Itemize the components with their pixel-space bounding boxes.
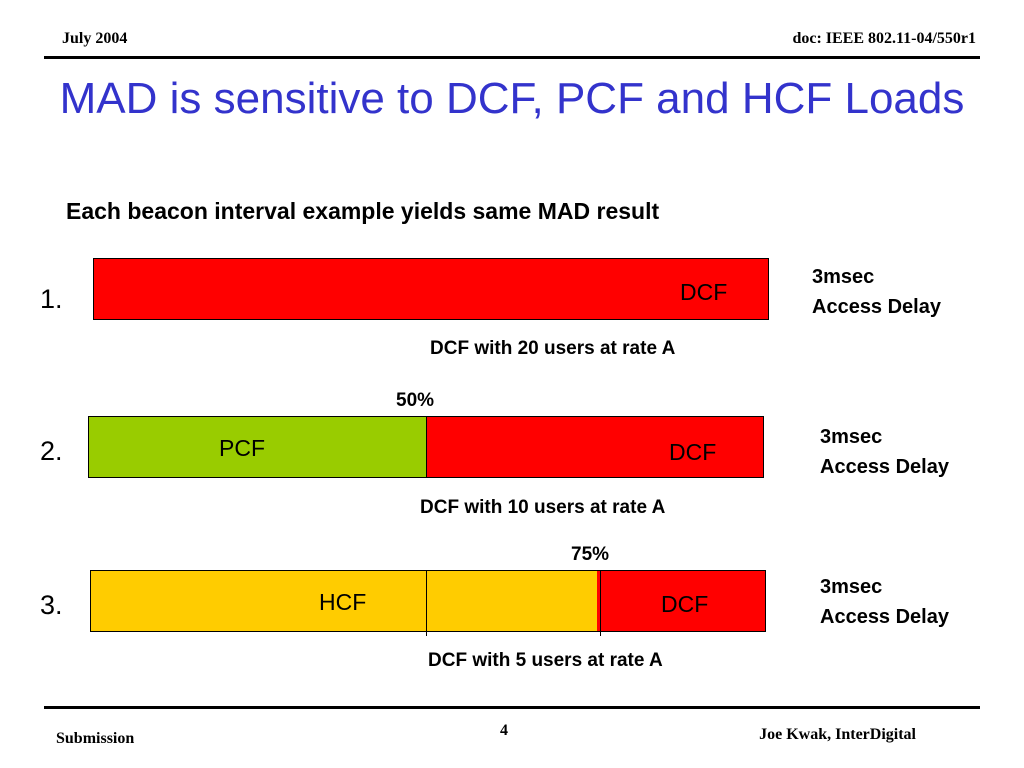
footer-rule	[44, 706, 980, 709]
example-2-delay-label: Access Delay	[820, 456, 949, 478]
example-1-delay-label: Access Delay	[812, 296, 941, 318]
slide-title: MAD is sensitive to DCF, PCF and HCF Loa…	[59, 74, 965, 123]
example-2-delay: 3msec Access Delay	[820, 422, 949, 482]
example-3-dcf-segment	[596, 571, 765, 631]
example-1-dcf-label: DCF	[680, 279, 728, 305]
example-3-split-label: 75%	[571, 544, 610, 565]
example-2-bar: PCF DCF	[88, 416, 764, 478]
example-1-number: 1.	[40, 284, 63, 314]
example-1-delay-value: 3msec	[812, 266, 875, 288]
example-2-pcf-label: PCF	[219, 435, 265, 461]
example-2-divider	[426, 416, 427, 478]
header-doc-id: doc: IEEE 802.11-04/550r1	[792, 30, 976, 47]
example-2-number: 2.	[40, 436, 63, 466]
example-3-delay-value: 3msec	[820, 576, 883, 598]
example-3-bar: HCF DCF	[90, 570, 766, 632]
slide-subtitle: Each beacon interval example yields same…	[66, 198, 660, 224]
example-3-divider-left	[426, 570, 427, 636]
example-1-caption: DCF with 20 users at rate A	[430, 338, 676, 359]
footer-submission: Submission	[56, 730, 135, 747]
footer-page-number: 4	[500, 722, 508, 739]
footer-author: Joe Kwak, InterDigital	[759, 726, 916, 743]
example-3-number: 3.	[40, 590, 63, 620]
example-1-delay: 3msec Access Delay	[812, 262, 941, 322]
example-3-delay-label: Access Delay	[820, 606, 949, 628]
example-3-divider-right	[600, 570, 601, 636]
example-3-caption: DCF with 5 users at rate A	[428, 650, 663, 671]
header-date: July 2004	[62, 30, 128, 47]
example-1-dcf-segment	[94, 259, 768, 319]
example-2-pcf-segment	[89, 417, 426, 477]
example-2-split-label: 50%	[396, 390, 435, 411]
example-3-delay: 3msec Access Delay	[820, 572, 949, 632]
example-3-hcf-segment	[91, 571, 597, 631]
example-2-caption: DCF with 10 users at rate A	[420, 497, 666, 518]
header-rule	[44, 56, 980, 59]
example-1-bar: DCF	[93, 258, 769, 320]
example-3-dcf-label: DCF	[661, 591, 709, 617]
example-2-dcf-label: DCF	[669, 439, 717, 465]
example-2-dcf-segment	[426, 417, 763, 477]
example-3-hcf-label: HCF	[319, 589, 367, 615]
example-2-delay-value: 3msec	[820, 426, 883, 448]
